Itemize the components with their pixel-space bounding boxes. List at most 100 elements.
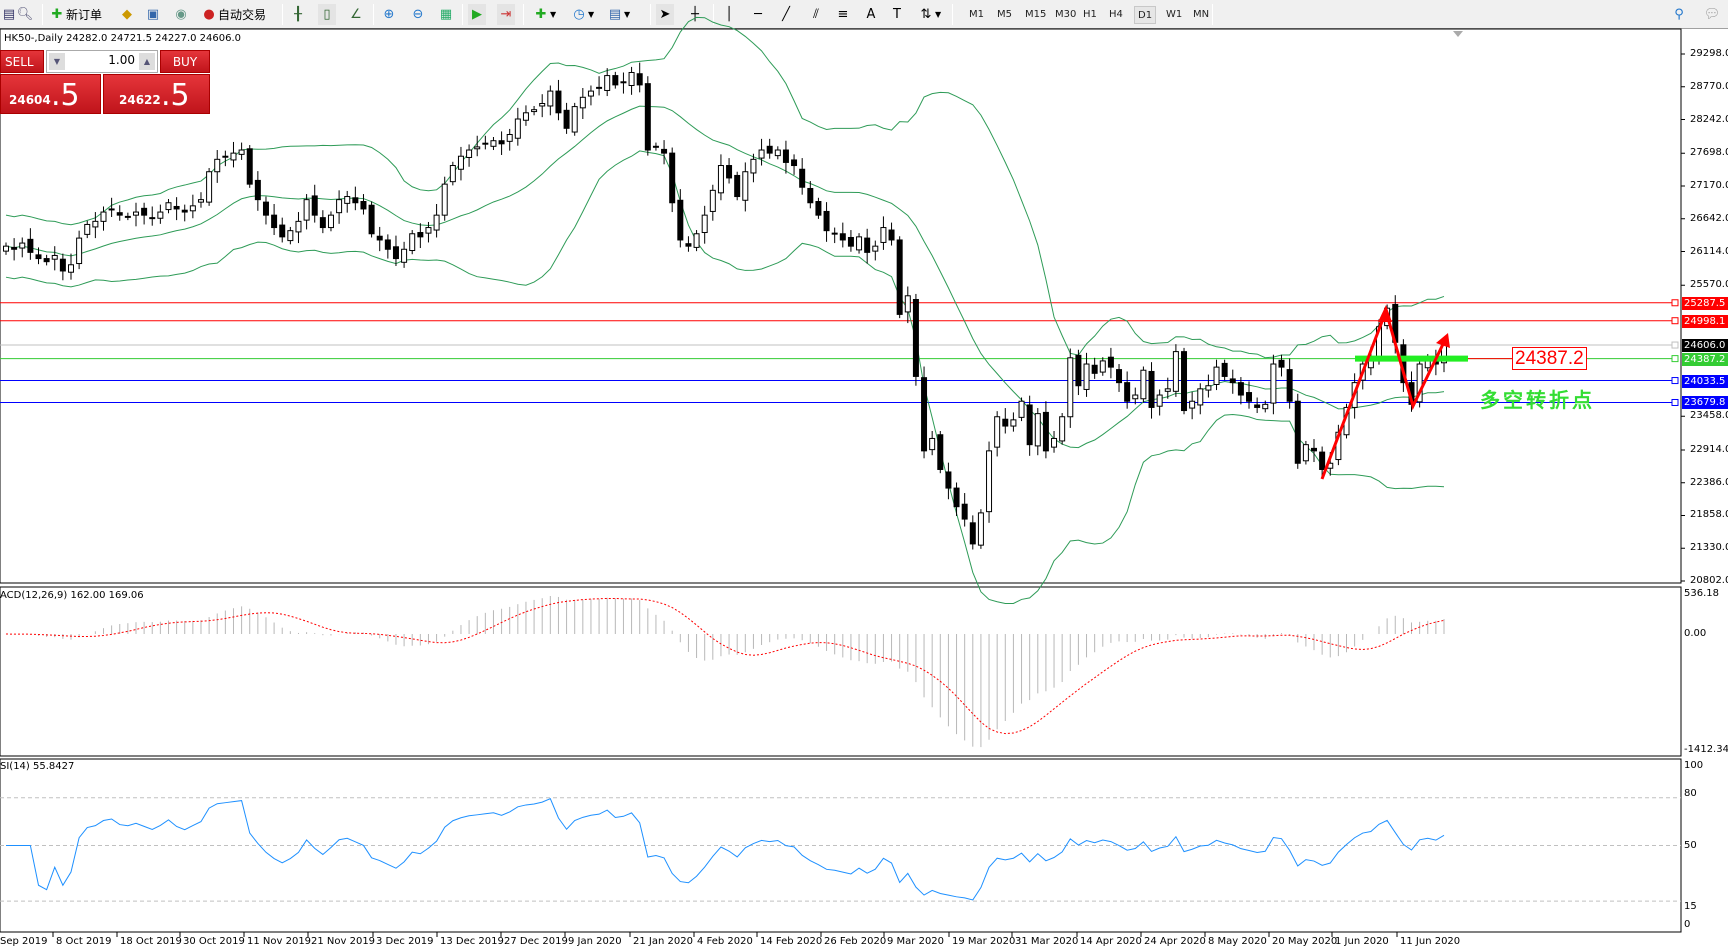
date-tick-label: 13 Dec 2019	[440, 936, 504, 947]
buy-button[interactable]: BUY	[160, 50, 210, 73]
date-tick-label: 30 Oct 2019	[183, 936, 245, 947]
trendline-icon[interactable]: ╱	[782, 6, 790, 22]
timeframe-h4-button[interactable]: H4	[1109, 9, 1123, 20]
sell-button[interactable]: SELL	[0, 50, 44, 73]
level-price-label: 24606.0	[1682, 339, 1728, 353]
lot-input[interactable]: 1.00	[108, 53, 135, 67]
candle	[3, 242, 9, 255]
signals-icon[interactable]: ◉	[175, 6, 187, 22]
candle	[19, 237, 26, 258]
candle	[490, 136, 497, 151]
candlestick-icon[interactable]: ▯	[318, 4, 336, 25]
candle	[888, 222, 895, 246]
indicators-icon[interactable]: ✚ ▼	[535, 6, 557, 22]
candle	[92, 212, 99, 239]
candle	[311, 184, 318, 223]
new-order-button[interactable]: ✚ 新订单	[48, 4, 102, 25]
candle	[880, 216, 887, 250]
candle	[319, 210, 326, 234]
text-icon[interactable]: A	[866, 6, 876, 22]
timeframe-m1-button[interactable]: M1	[969, 9, 984, 20]
arrows-icon[interactable]: ⇅ ▼	[920, 6, 942, 22]
history-search-icon[interactable]: 🔍︎	[16, 6, 34, 22]
templates-icon[interactable]: ▤ ▼	[608, 6, 631, 22]
candle-body	[986, 450, 993, 513]
candle-body	[685, 243, 692, 247]
text-label-icon[interactable]: T	[893, 6, 901, 22]
candle	[693, 230, 700, 252]
sell-price[interactable]: 24604 .5	[0, 74, 101, 114]
candle	[425, 221, 432, 243]
candle	[799, 158, 806, 195]
date-tick-label: Sep 2019	[0, 936, 48, 947]
candle-body	[799, 168, 806, 188]
candle-body	[189, 205, 196, 212]
candle-body	[279, 224, 286, 238]
timeframe-m5-button[interactable]: M5	[997, 9, 1012, 20]
periods-icon[interactable]: ◷ ▼	[573, 6, 595, 22]
lot-stepper[interactable]: ▼ 1.00 ▲	[46, 50, 158, 73]
candle	[368, 201, 375, 238]
chart-header: HK50-,Daily 24282.0 24721.5 24227.0 2460…	[4, 33, 242, 44]
pivot-annotation-text[interactable]: 多空转折点	[1480, 388, 1595, 412]
pivot-price-label[interactable]: 24387.2	[1512, 347, 1587, 370]
date-tick-label: 19 Mar 2020	[952, 936, 1016, 947]
bollinger-middle	[5, 105, 1445, 449]
candle	[563, 102, 570, 134]
candle	[189, 194, 196, 219]
candle	[457, 146, 464, 181]
terminal-icon[interactable]: ▤	[2, 6, 16, 22]
candle-body	[1278, 359, 1285, 368]
candle-body	[344, 196, 351, 204]
bar-chart-icon[interactable]: ╂	[294, 6, 302, 22]
lot-decrease-button[interactable]: ▼	[49, 53, 65, 70]
candle-body	[563, 109, 570, 129]
chart-shift-icon[interactable]: ⇥	[497, 4, 515, 25]
navigator-icon[interactable]: ▣	[146, 6, 160, 22]
candle-body	[482, 142, 489, 145]
line-chart-icon[interactable]: ∠	[350, 6, 362, 22]
fibo-channel-icon[interactable]: ⫽	[813, 6, 819, 22]
zoom-in-icon[interactable]: ⊕	[383, 6, 395, 22]
date-tick-label: 21 Jan 2020	[633, 936, 693, 947]
rsi-tick-label: 80	[1684, 788, 1697, 799]
timeframe-m30-button[interactable]: M30	[1055, 9, 1077, 20]
cursor-icon[interactable]: ➤	[656, 4, 674, 25]
date-tick-label: 9 Mar 2020	[887, 936, 945, 947]
candle	[149, 206, 156, 226]
candle-body	[1164, 388, 1171, 392]
timeframe-w1-button[interactable]: W1	[1166, 9, 1183, 20]
candle	[1026, 395, 1033, 456]
macd-tick-label: 0.00	[1684, 628, 1707, 639]
zoom-out-icon[interactable]: ⊖	[412, 6, 424, 22]
candle-body	[409, 233, 416, 252]
candle-body	[531, 109, 538, 113]
autotrading-button[interactable]: ● 自动交易	[200, 4, 266, 25]
price-tick-label: 25570.0	[1690, 279, 1728, 291]
candle	[677, 189, 684, 248]
date-tick-label: 11 Nov 2019	[247, 936, 312, 947]
candle	[750, 153, 757, 183]
timeframe-mn-button[interactable]: MN	[1193, 9, 1210, 20]
chat-icon[interactable]: 💬︎	[1703, 6, 1721, 22]
candle	[181, 204, 188, 222]
buy-price[interactable]: 24622 .5	[103, 74, 210, 114]
crosshair-icon[interactable]: ┼	[691, 6, 699, 22]
autoscroll-icon[interactable]: ▶	[468, 4, 486, 25]
fibo-retracement-icon[interactable]: ≡	[837, 6, 849, 22]
lot-increase-button[interactable]: ▲	[139, 53, 155, 70]
candle-body	[1270, 363, 1277, 404]
candle-body	[1156, 394, 1163, 407]
vertical-line-icon[interactable]: │	[725, 6, 733, 22]
search-icon[interactable]: ⚲	[1674, 6, 1684, 22]
candle	[636, 62, 643, 93]
timeframe-m15-button[interactable]: M15	[1025, 9, 1047, 20]
candle-body	[734, 174, 741, 198]
candle-body	[750, 158, 757, 174]
tile-windows-icon[interactable]: ▦	[439, 6, 453, 22]
timeframe-h1-button[interactable]: H1	[1083, 9, 1097, 20]
metaeditor-icon[interactable]: ◆	[122, 6, 132, 22]
horizontal-line-icon[interactable]: ─	[754, 6, 762, 22]
timeframe-d1-button[interactable]: D1	[1134, 6, 1157, 24]
